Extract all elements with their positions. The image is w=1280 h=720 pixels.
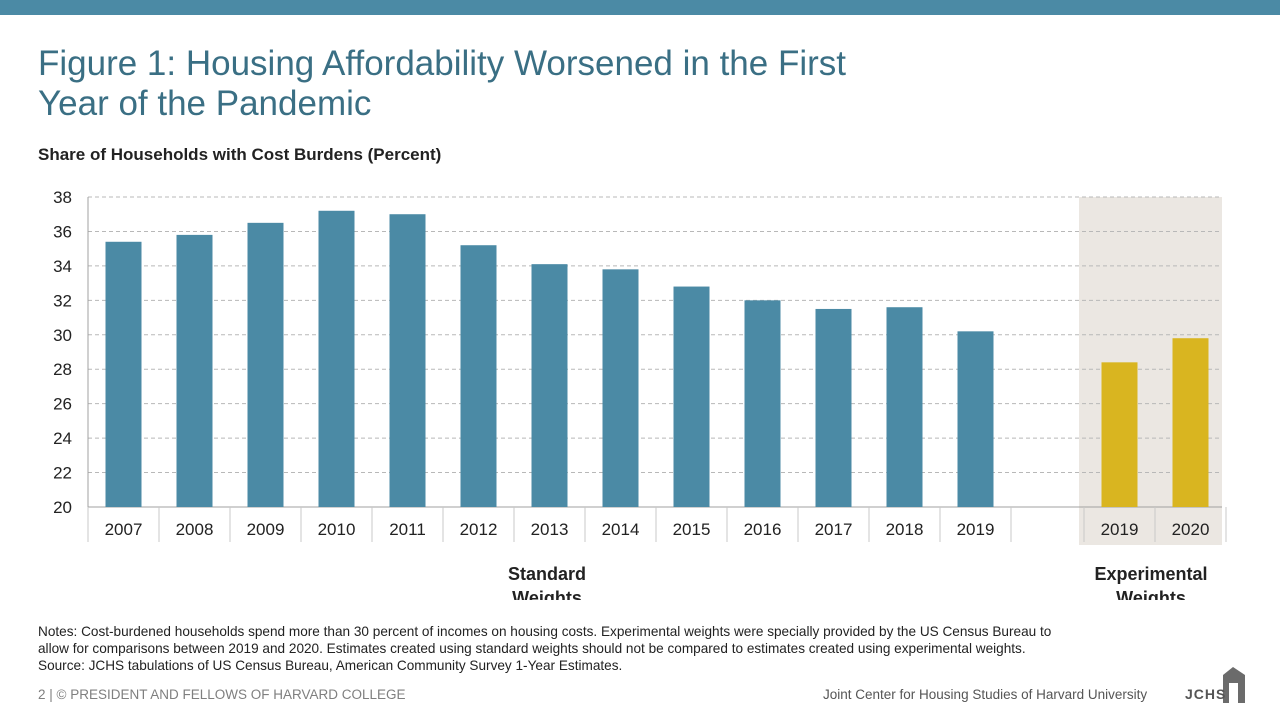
title-line-2: Year of the Pandemic (38, 84, 372, 123)
standard-weights-label: Standard (508, 564, 586, 584)
x-tick-label: 2019 (957, 520, 995, 539)
copyright-footer: 2 | © PRESIDENT AND FELLOWS OF HARVARD C… (38, 687, 406, 702)
bar-chart: 20 22 24 26 28 30 32 34 36 38 2007 2008 2009 2010 2011… (53, 188, 1227, 600)
y-tick-label: 24 (53, 429, 72, 448)
x-tick-label: 2019 (1101, 520, 1139, 539)
standard-bar-2015 (673, 286, 710, 507)
top-accent-bar (0, 0, 1280, 15)
jchs-logo: JCHS (1185, 665, 1247, 705)
experimental-weights-label: Weights (1116, 588, 1186, 600)
standard-bar-2014 (602, 269, 639, 507)
organization-footer: Joint Center for Housing Studies of Harv… (823, 687, 1148, 702)
x-tick-label: 2018 (886, 520, 924, 539)
notes-line-2: allow for comparisons between 2019 and 2… (38, 641, 1026, 656)
y-tick-label: 22 (53, 464, 72, 483)
y-tick-label: 28 (53, 360, 72, 379)
source-line: Source: JCHS tabulations of US Census Bu… (38, 658, 623, 673)
logo-text: JCHS (1185, 686, 1227, 702)
x-tick-label: 2017 (815, 520, 853, 539)
standard-bar-2007 (105, 241, 142, 507)
y-tick-label: 38 (53, 188, 72, 207)
x-tick-label: 2013 (531, 520, 569, 539)
chart-subtitle: Share of Households with Cost Burdens (P… (38, 145, 442, 164)
x-tick-label: 2008 (176, 520, 214, 539)
experimental-bar-2020 (1172, 338, 1209, 507)
standard-weights-label: Weights (512, 588, 582, 600)
notes-line-1: Notes: Cost-burdened households spend mo… (38, 624, 1052, 639)
experimental-weights-label: Experimental (1094, 564, 1207, 584)
x-tick-label: 2015 (673, 520, 711, 539)
standard-bar-2009 (247, 222, 284, 508)
standard-bar-2008 (176, 234, 213, 507)
standard-bar-2017 (815, 308, 852, 507)
page-title: Figure 1: Housing Affordability Worsened… (38, 44, 938, 124)
x-tick-label: 2012 (460, 520, 498, 539)
y-tick-label: 34 (53, 257, 72, 276)
y-tick-label: 32 (53, 291, 72, 310)
standard-bar-2011 (389, 214, 426, 507)
standard-bar-2019 (957, 331, 994, 507)
y-tick-label: 26 (53, 395, 72, 414)
standard-bar-2010 (318, 210, 355, 507)
standard-bar-2012 (460, 245, 497, 507)
x-tick-label: 2016 (744, 520, 782, 539)
x-tick-label: 2009 (247, 520, 285, 539)
y-tick-label: 36 (53, 222, 72, 241)
title-line-1: Figure 1: Housing Affordability Worsened… (38, 44, 846, 83)
experimental-bar-2019 (1101, 362, 1138, 507)
x-tick-label: 2020 (1172, 520, 1210, 539)
x-tick-label: 2007 (105, 520, 143, 539)
x-tick-label: 2010 (318, 520, 356, 539)
x-tick-label: 2011 (389, 520, 426, 539)
x-tick-label: 2014 (602, 520, 640, 539)
chart-notes: Notes: Cost-burdened households spend mo… (38, 623, 1158, 674)
y-tick-label: 30 (53, 326, 72, 345)
standard-bar-2018 (886, 307, 923, 507)
standard-bar-2013 (531, 264, 568, 507)
y-tick-label: 20 (53, 498, 72, 517)
house-logo-icon (1223, 667, 1245, 703)
standard-bar-2016 (744, 300, 781, 507)
